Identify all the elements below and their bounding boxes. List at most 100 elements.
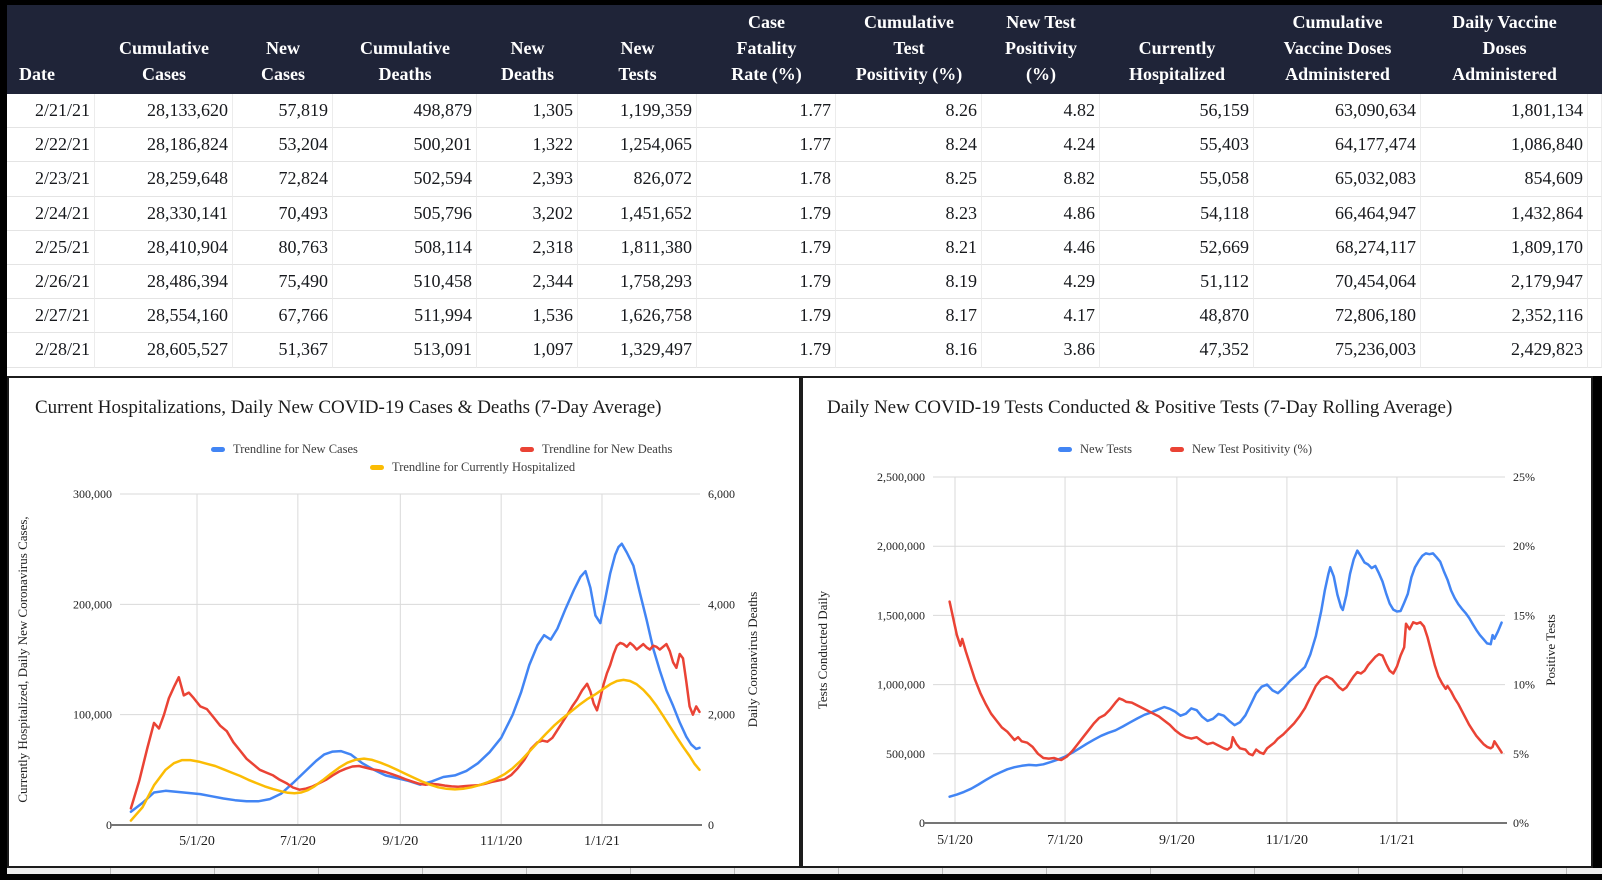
table-cell-new-cases[interactable]: 72,824: [233, 162, 333, 197]
table-cell-new-deaths[interactable]: 1,536: [477, 299, 578, 334]
table-cell-currently-hospitalized[interactable]: 51,112: [1100, 264, 1254, 300]
table-cell-cumulative-cases[interactable]: 28,259,648: [95, 162, 233, 197]
table-cell-daily-vaccine-doses[interactable]: 2,429,823: [1421, 333, 1588, 368]
table-cell-currently-hospitalized[interactable]: 54,118: [1100, 196, 1254, 231]
table-cell-new-deaths[interactable]: 2,318: [477, 230, 578, 265]
table-cell-cumulative-test-positivity[interactable]: 8.25: [836, 162, 982, 197]
table-cell-date[interactable]: 2/26/21: [7, 264, 95, 300]
table-cell-date[interactable]: 2/28/21: [7, 333, 95, 368]
table-cell-cumulative-test-positivity[interactable]: 8.24: [836, 128, 982, 163]
hospitalizations-cases-deaths-chart-panel[interactable]: Current Hospitalizations, Daily New COVI…: [7, 376, 801, 868]
table-cell-currently-hospitalized[interactable]: 48,870: [1100, 299, 1254, 334]
table-cell-cumulative-cases[interactable]: 28,133,620: [95, 94, 233, 129]
table-cell-daily-vaccine-doses[interactable]: 1,801,134: [1421, 94, 1588, 129]
table-cell-new-cases[interactable]: 70,493: [233, 196, 333, 231]
table-cell-new-test-positivity[interactable]: 4.86: [982, 196, 1100, 231]
table-cell-new-tests[interactable]: 1,329,497: [578, 333, 697, 368]
table-cell-currently-hospitalized[interactable]: 55,403: [1100, 128, 1254, 163]
table-cell-cumulative-deaths[interactable]: 510,458: [333, 264, 477, 300]
table-cell-date[interactable]: 2/27/21: [7, 299, 95, 334]
table-cell-case-fatality-rate[interactable]: 1.79: [697, 333, 836, 368]
table-cell-cumulative-cases[interactable]: 28,605,527: [95, 333, 233, 368]
table-cell-new-deaths[interactable]: 1,322: [477, 128, 578, 163]
table-cell-new-cases[interactable]: 53,204: [233, 128, 333, 163]
table-cell-new-tests[interactable]: 1,451,652: [578, 196, 697, 231]
table-cell-cumulative-vaccine-doses[interactable]: 66,464,947: [1254, 196, 1421, 231]
table-cell-case-fatality-rate[interactable]: 1.77: [697, 128, 836, 163]
table-cell-new-test-positivity[interactable]: 4.24: [982, 128, 1100, 163]
table-cell-date[interactable]: 2/21/21: [7, 94, 95, 129]
table-cell-cumulative-deaths[interactable]: 502,594: [333, 162, 477, 197]
table-cell-new-tests[interactable]: 1,254,065: [578, 128, 697, 163]
table-cell-case-fatality-rate[interactable]: 1.77: [697, 94, 836, 129]
right-axis-tick-label: 15%: [1513, 608, 1535, 622]
table-cell-currently-hospitalized[interactable]: 55,058: [1100, 162, 1254, 197]
table-cell-cumulative-test-positivity[interactable]: 8.26: [836, 94, 982, 129]
table-cell-date[interactable]: 2/22/21: [7, 128, 95, 163]
table-cell-daily-vaccine-doses[interactable]: 1,086,840: [1421, 128, 1588, 163]
table-cell-case-fatality-rate[interactable]: 1.78: [697, 162, 836, 197]
table-cell-new-test-positivity[interactable]: 4.29: [982, 264, 1100, 300]
table-cell-date[interactable]: 2/25/21: [7, 230, 95, 265]
table-cell-cumulative-vaccine-doses[interactable]: 75,236,003: [1254, 333, 1421, 368]
table-cell-new-tests[interactable]: 1,811,380: [578, 230, 697, 265]
table-cell-cumulative-test-positivity[interactable]: 8.23: [836, 196, 982, 231]
table-cell-new-test-positivity[interactable]: 3.86: [982, 333, 1100, 368]
table-cell-cumulative-vaccine-doses[interactable]: 64,177,474: [1254, 128, 1421, 163]
table-cell-case-fatality-rate[interactable]: 1.79: [697, 196, 836, 231]
table-cell-cumulative-deaths[interactable]: 505,796: [333, 196, 477, 231]
tests-positivity-chart-panel[interactable]: Daily New COVID-19 Tests Conducted & Pos…: [801, 376, 1593, 868]
table-cell-cumulative-cases[interactable]: 28,186,824: [95, 128, 233, 163]
table-cell-new-cases[interactable]: 57,819: [233, 94, 333, 129]
table-cell-new-cases[interactable]: 75,490: [233, 264, 333, 300]
table-cell-cumulative-cases[interactable]: 28,554,160: [95, 299, 233, 334]
table-cell-case-fatality-rate[interactable]: 1.79: [697, 299, 836, 334]
table-cell-cumulative-cases[interactable]: 28,486,394: [95, 264, 233, 300]
table-cell-date[interactable]: 2/23/21: [7, 162, 95, 197]
table-cell-new-cases[interactable]: 80,763: [233, 230, 333, 265]
table-cell-new-deaths[interactable]: 1,097: [477, 333, 578, 368]
table-cell-daily-vaccine-doses[interactable]: 854,609: [1421, 162, 1588, 197]
table-cell-new-cases[interactable]: 67,766: [233, 299, 333, 334]
table-cell-cumulative-deaths[interactable]: 500,201: [333, 128, 477, 163]
table-cell-cumulative-cases[interactable]: 28,330,141: [95, 196, 233, 231]
table-cell-cumulative-vaccine-doses[interactable]: 63,090,634: [1254, 94, 1421, 129]
table-cell-new-deaths[interactable]: 2,393: [477, 162, 578, 197]
table-cell-currently-hospitalized[interactable]: 47,352: [1100, 333, 1254, 368]
table-cell-new-tests[interactable]: 1,758,293: [578, 264, 697, 300]
table-cell-daily-vaccine-doses[interactable]: 1,809,170: [1421, 230, 1588, 265]
table-cell-cumulative-test-positivity[interactable]: 8.19: [836, 264, 982, 300]
table-cell-new-tests[interactable]: 826,072: [578, 162, 697, 197]
x-tick-label: 9/1/20: [1159, 833, 1195, 848]
table-cell-cumulative-test-positivity[interactable]: 8.21: [836, 230, 982, 265]
table-cell-new-tests[interactable]: 1,626,758: [578, 299, 697, 334]
table-cell-new-deaths[interactable]: 3,202: [477, 196, 578, 231]
table-cell-currently-hospitalized[interactable]: 56,159: [1100, 94, 1254, 129]
table-cell-cumulative-cases[interactable]: 28,410,904: [95, 230, 233, 265]
table-cell-date[interactable]: 2/24/21: [7, 196, 95, 231]
table-cell-new-test-positivity[interactable]: 4.82: [982, 94, 1100, 129]
table-cell-case-fatality-rate[interactable]: 1.79: [697, 230, 836, 265]
table-cell-new-test-positivity[interactable]: 4.46: [982, 230, 1100, 265]
table-cell-cumulative-deaths[interactable]: 508,114: [333, 230, 477, 265]
table-cell-cumulative-vaccine-doses[interactable]: 70,454,064: [1254, 264, 1421, 300]
table-cell-cumulative-vaccine-doses[interactable]: 72,806,180: [1254, 299, 1421, 334]
table-cell-cumulative-vaccine-doses[interactable]: 65,032,083: [1254, 162, 1421, 197]
table-cell-new-test-positivity[interactable]: 4.17: [982, 299, 1100, 334]
table-cell-cumulative-test-positivity[interactable]: 8.16: [836, 333, 982, 368]
table-cell-new-test-positivity[interactable]: 8.82: [982, 162, 1100, 197]
table-cell-daily-vaccine-doses[interactable]: 2,352,116: [1421, 299, 1588, 334]
table-cell-cumulative-deaths[interactable]: 511,994: [333, 299, 477, 334]
table-cell-daily-vaccine-doses[interactable]: 2,179,947: [1421, 264, 1588, 300]
table-cell-cumulative-deaths[interactable]: 513,091: [333, 333, 477, 368]
table-cell-currently-hospitalized[interactable]: 52,669: [1100, 230, 1254, 265]
table-cell-cumulative-vaccine-doses[interactable]: 68,274,117: [1254, 230, 1421, 265]
table-cell-daily-vaccine-doses[interactable]: 1,432,864: [1421, 196, 1588, 231]
table-cell-new-deaths[interactable]: 1,305: [477, 94, 578, 129]
table-cell-cumulative-test-positivity[interactable]: 8.17: [836, 299, 982, 334]
table-cell-new-deaths[interactable]: 2,344: [477, 264, 578, 300]
table-cell-new-tests[interactable]: 1,199,359: [578, 94, 697, 129]
table-cell-cumulative-deaths[interactable]: 498,879: [333, 94, 477, 129]
table-cell-case-fatality-rate[interactable]: 1.79: [697, 264, 836, 300]
table-cell-new-cases[interactable]: 51,367: [233, 333, 333, 368]
